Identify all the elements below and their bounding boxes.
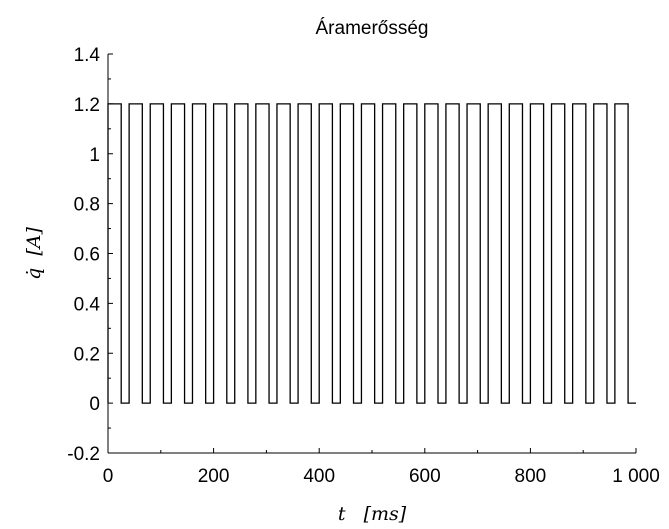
x-axis: 0 200 400 600 800 1 000 bbox=[103, 448, 660, 487]
y-axis: -0.2 0 0.2 0.4 0.6 0.8 1 1.2 1.4 bbox=[67, 45, 113, 465]
y-tick-label: 0.8 bbox=[74, 195, 100, 216]
x-tick-label: 0 bbox=[103, 466, 114, 487]
x-tick-label: 800 bbox=[515, 466, 547, 487]
y-tick-label: 0.4 bbox=[74, 294, 101, 315]
x-tick-label: 200 bbox=[198, 466, 230, 487]
y-tick-label: 1.4 bbox=[74, 45, 101, 66]
x-tick-label: 600 bbox=[409, 466, 441, 487]
x-tick-label: 400 bbox=[303, 466, 335, 487]
y-tick-label: -0.2 bbox=[67, 444, 100, 465]
y-axis-label: q̇ [A] bbox=[23, 227, 45, 280]
chart-title: Áramerősség bbox=[316, 18, 429, 39]
plot-area bbox=[107, 54, 636, 454]
x-axis-label: t [ms] bbox=[338, 503, 407, 525]
x-tick-label: 1 000 bbox=[612, 466, 660, 487]
y-tick-label: 0.2 bbox=[74, 344, 100, 365]
y-tick-label: 0 bbox=[89, 394, 100, 415]
y-tick-label: 1 bbox=[89, 145, 100, 166]
y-tick-label: 0.6 bbox=[74, 245, 100, 266]
y-tick-label: 1.2 bbox=[74, 95, 100, 116]
series-line bbox=[107, 103, 636, 404]
